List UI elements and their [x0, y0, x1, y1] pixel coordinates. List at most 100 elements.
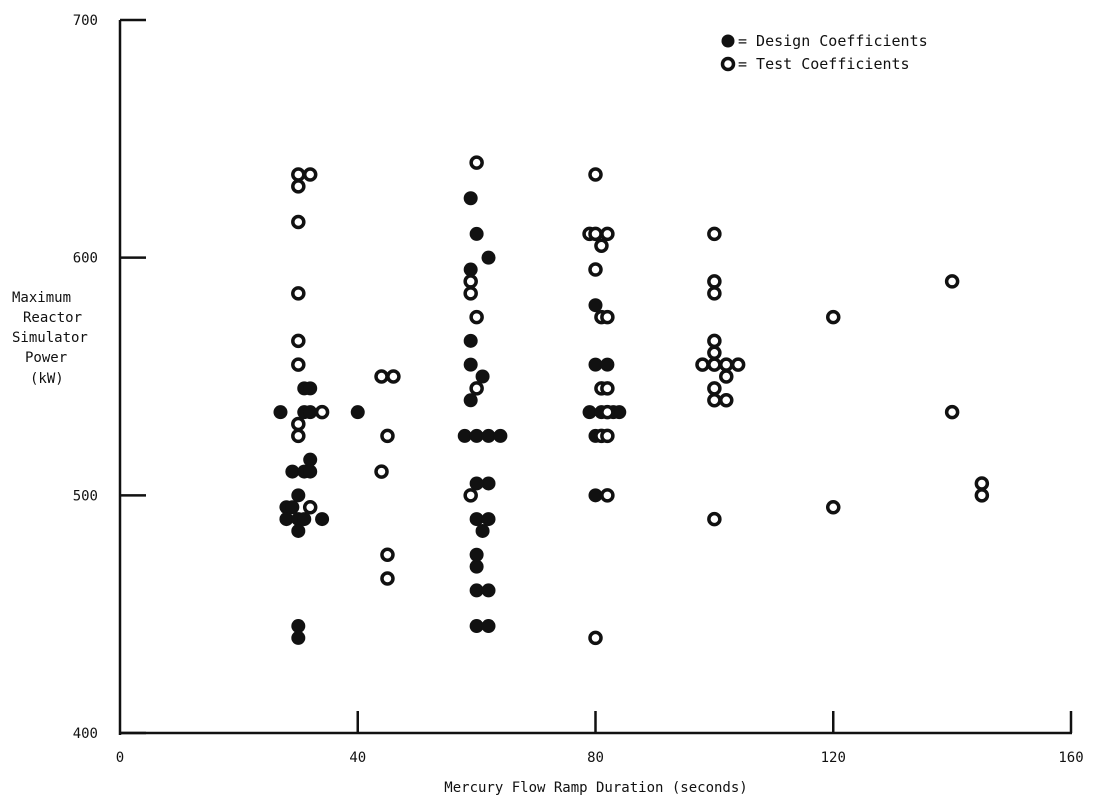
test-coefficient-point [826, 499, 841, 515]
test-coefficient-point [380, 428, 395, 444]
test-coefficient-point [707, 393, 722, 408]
design-coefficient-point [469, 547, 484, 562]
design-coefficient-point [475, 523, 490, 538]
test-coefficient-point [291, 167, 306, 182]
test-coefficient-point [588, 167, 603, 182]
test-coefficient-point [291, 333, 306, 349]
design-coefficient-point [463, 262, 478, 277]
test-coefficient-point [600, 428, 615, 444]
test-coefficient-point [374, 464, 389, 479]
test-coefficient-point [974, 488, 990, 503]
test-coefficient-point [719, 357, 734, 372]
design-coefficient-point [463, 357, 478, 372]
y-tick-label: 700 [73, 13, 98, 29]
design-coefficient-point [463, 333, 478, 348]
y-tick-label: 400 [73, 726, 98, 742]
design-coefficient-point [469, 619, 484, 634]
design-coefficient-point [469, 583, 484, 598]
test-coefficient-point [302, 499, 318, 515]
test-coefficient-point [469, 155, 484, 170]
design-coefficient-point [481, 512, 496, 527]
design-coefficient-point [457, 428, 472, 443]
test-coefficient-point [469, 381, 484, 396]
design-coefficient-point [588, 357, 603, 372]
design-coefficient-point [469, 512, 484, 527]
design-coefficient-point [481, 428, 496, 443]
design-coefficient-point [469, 428, 484, 443]
design-coefficient-point [481, 250, 496, 265]
x-tick-label: 160 [1058, 750, 1083, 766]
design-coefficient-point [463, 393, 478, 408]
design-coefficient-point [279, 512, 294, 527]
y-axis-label-line: Reactor [23, 310, 82, 326]
legend: = Design Coefficients = Test Coefficient… [720, 32, 928, 73]
data-points [273, 155, 990, 646]
design-coefficient-point [285, 464, 300, 479]
design-coefficient-point [475, 369, 490, 384]
test-coefficient-point [463, 274, 478, 289]
test-coefficient-point [588, 262, 603, 277]
test-coefficient-point [944, 404, 960, 420]
design-coefficient-point [481, 583, 496, 598]
design-coefficient-point [600, 357, 615, 372]
y-axis-label-line: Maximum [12, 290, 71, 306]
test-coefficient-point [291, 179, 306, 194]
test-coefficient-point [719, 393, 734, 408]
y-tick-label: 500 [73, 488, 98, 504]
design-coefficient-point [297, 512, 312, 527]
test-coefficient-point [463, 286, 478, 301]
y-axis-label-line: Power [25, 350, 67, 366]
design-coefficient-point [350, 405, 365, 420]
design-coefficient-point [303, 381, 318, 396]
design-coefficient-point [285, 500, 300, 515]
test-coefficient-point [380, 547, 395, 562]
test-coefficient-point [380, 571, 395, 586]
test-coefficient-point [707, 274, 722, 289]
design-coefficient-point [481, 476, 496, 491]
test-coefficient-point [302, 167, 318, 182]
y-ticks: 400 500 600 700 [73, 13, 146, 742]
design-coefficient-point [315, 512, 330, 527]
design-coefficient-point [469, 226, 484, 241]
test-coefficient-point [974, 476, 990, 491]
test-coefficient-point [707, 286, 722, 301]
design-coefficient-point [291, 488, 306, 503]
design-coefficient-point [588, 298, 603, 313]
design-coefficient-point [469, 559, 484, 574]
test-coefficient-point [730, 357, 746, 372]
design-coefficient-point [463, 191, 478, 206]
test-coefficient-point [291, 214, 306, 230]
design-coefficient-point [303, 464, 318, 479]
test-coefficient-point [386, 369, 401, 384]
test-coefficient-point [944, 274, 960, 289]
design-coefficient-point [582, 405, 597, 420]
legend-test-marker [720, 56, 736, 72]
y-axis-label: Maximum Reactor Simulator Power (kW) [12, 290, 88, 387]
design-coefficient-point [612, 405, 627, 420]
test-coefficient-point [594, 238, 609, 254]
test-coefficient-point [600, 381, 615, 396]
test-coefficient-point [826, 309, 841, 325]
test-coefficient-point [463, 488, 478, 503]
design-coefficient-point [469, 476, 484, 491]
x-axis-label: Mercury Flow Ramp Duration (seconds) [444, 780, 747, 796]
y-axis-label-line: (kW) [30, 371, 64, 387]
y-tick-label: 600 [73, 251, 98, 267]
test-coefficient-point [600, 226, 615, 242]
x-tick-label: 0 [116, 750, 124, 766]
test-coefficient-point [374, 369, 389, 384]
y-axis-label-line: Simulator [12, 330, 88, 346]
test-coefficient-point [469, 309, 484, 325]
test-coefficient-point [707, 357, 722, 372]
test-coefficient-point [707, 333, 722, 349]
x-ticks: 0 40 80 120 160 [116, 711, 1084, 766]
test-coefficient-point [291, 416, 306, 432]
test-coefficient-point [588, 226, 603, 242]
test-coefficient-point [291, 428, 306, 444]
x-tick-label: 120 [821, 750, 846, 766]
x-tick-label: 40 [349, 750, 366, 766]
design-coefficient-point [481, 619, 496, 634]
test-coefficient-point [719, 369, 734, 384]
test-coefficient-point [707, 511, 722, 527]
